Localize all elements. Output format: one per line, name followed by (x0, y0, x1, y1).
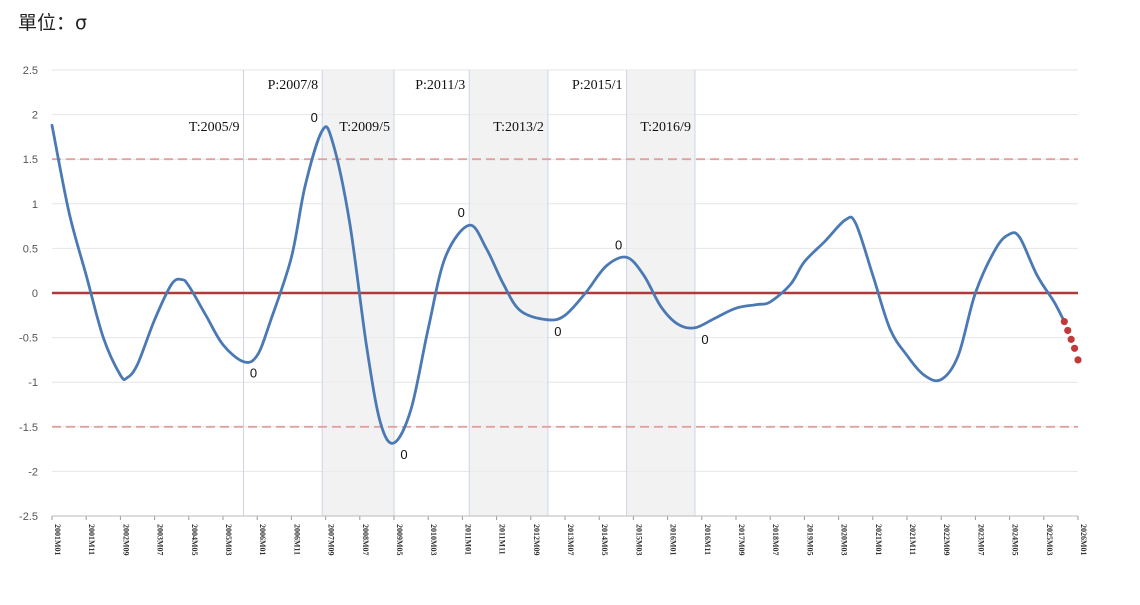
x-tick-label: 2011M01 (463, 524, 472, 555)
x-tick-label: 2012M09 (532, 524, 541, 556)
x-tick-label: 2021M11 (908, 524, 917, 555)
turning-point-label: T:2013/2 (493, 120, 544, 135)
x-tick-label: 2025M03 (1045, 524, 1054, 556)
x-tick-label: 2005M03 (224, 524, 233, 556)
x-tick-label: 2006M11 (292, 524, 301, 555)
turning-point-marker: 0 (458, 205, 465, 220)
x-tick-label: 2018M07 (771, 524, 780, 556)
forecast-dots (1060, 317, 1082, 364)
turning-point-marker: 0 (615, 237, 622, 252)
x-tick-label: 2015M03 (634, 524, 643, 556)
turning-point-label: P:2007/8 (268, 78, 319, 93)
turning-point-labels: T:2005/9 P:2007/8 T:2009/5 P:2011/3 T:2013/2… (189, 78, 691, 135)
turning-point-markers: 0 0 0 0 0 0 0 (250, 110, 709, 462)
x-tick-label: 2024M05 (1011, 524, 1020, 556)
x-tick-label: 2016M11 (703, 524, 712, 555)
turning-point-marker: 0 (701, 332, 708, 347)
forecast-point (1064, 326, 1072, 335)
turning-point-marker: 0 (250, 366, 257, 381)
y-tick-label: 0.5 (23, 243, 38, 255)
y-tick-label: 2.5 (23, 65, 38, 77)
x-tick-label: 2001M11 (87, 524, 96, 555)
turning-point-marker: 0 (554, 324, 561, 339)
x-tick-label: 2011M11 (498, 524, 507, 555)
x-axis-ticks: 2001M01 2001M11 2002M09 2003M07 2004M05 2005M… (51, 515, 1088, 556)
x-tick-label: 2022M09 (942, 524, 951, 556)
y-tick-label: -2.5 (19, 511, 38, 523)
y-tick-label: -2 (28, 466, 38, 478)
y-tick-label: 2 (32, 110, 38, 122)
x-tick-label: 2023M07 (976, 524, 985, 556)
unit-label: 單位：σ (18, 12, 88, 34)
x-tick-label: 2001M01 (53, 524, 62, 556)
x-tick-label: 2006M01 (258, 524, 267, 556)
reference-lines (52, 158, 1078, 428)
x-tick-label: 2009M05 (395, 524, 404, 556)
x-tick-label: 2008M07 (361, 524, 370, 556)
x-tick-label: 2014M05 (600, 524, 609, 556)
y-tick-label: 0 (32, 288, 38, 300)
y-tick-label: 1 (32, 199, 38, 211)
y-tick-label: 1.5 (23, 154, 38, 166)
x-tick-label: 2004M05 (190, 524, 199, 556)
turning-point-marker: 0 (311, 110, 318, 125)
y-tick-label: -0.5 (19, 333, 38, 345)
y-axis-ticks: 2.5 2 1.5 1 0.5 0 -0.5 -1 -1.5 -2 -2.5 (19, 65, 38, 523)
forecast-point (1067, 335, 1075, 343)
series-lines (50, 123, 1066, 445)
forecast-point (1074, 356, 1082, 364)
y-tick-label: -1.5 (19, 422, 38, 434)
turning-point-marker: 0 (400, 447, 407, 462)
forecast-point (1060, 317, 1068, 326)
x-tick-label: 2013M07 (566, 524, 575, 556)
x-tick-label: 2002M09 (121, 524, 130, 556)
x-tick-label: 2020M03 (840, 524, 849, 556)
index-line (50, 123, 1066, 445)
x-tick-label: 2007M09 (327, 524, 336, 556)
x-tick-label: 2010M03 (429, 524, 438, 556)
turning-point-label: P:2015/1 (572, 78, 623, 93)
x-tick-label: 2021M01 (874, 524, 883, 556)
turning-point-label: T:2016/9 (640, 120, 691, 135)
turning-point-label: T:2009/5 (339, 120, 390, 135)
x-tick-label: 2017M09 (737, 524, 746, 556)
x-tick-label: 2016M01 (669, 524, 678, 556)
x-tick-label: 2026M01 (1079, 524, 1088, 556)
turning-point-label: T:2005/9 (189, 120, 240, 135)
y-tick-label: -1 (28, 377, 38, 389)
x-tick-label: 2019M05 (805, 524, 814, 556)
turning-point-label: P:2011/3 (415, 78, 465, 93)
forecast-point (1070, 344, 1079, 352)
x-tick-label: 2003M07 (156, 524, 165, 556)
